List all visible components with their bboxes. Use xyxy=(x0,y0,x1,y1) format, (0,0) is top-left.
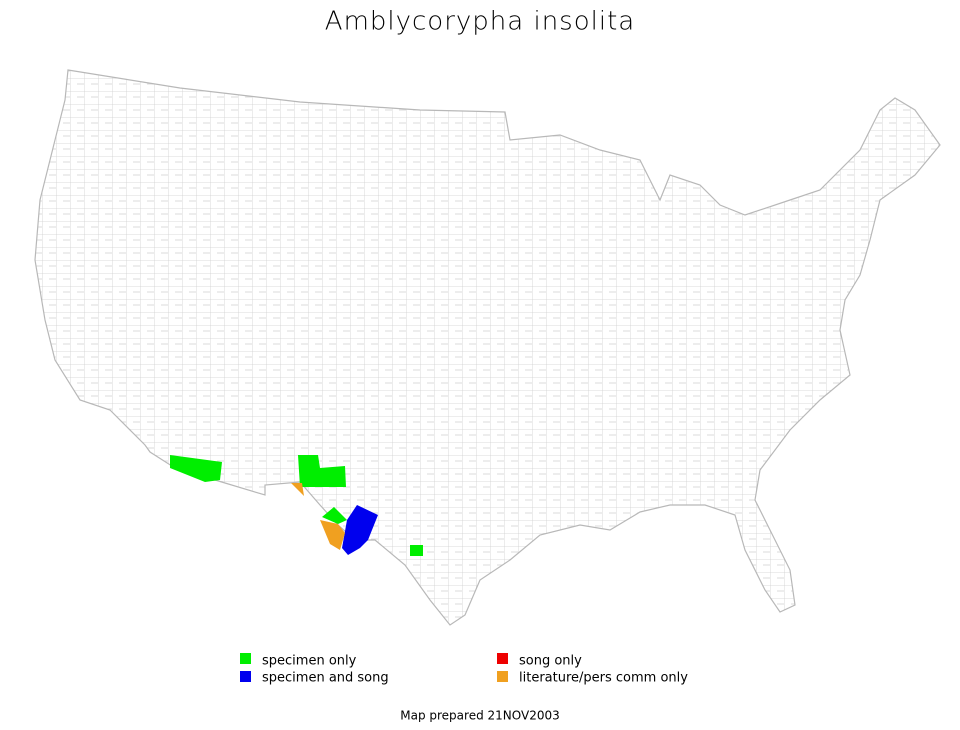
county-patch xyxy=(410,545,423,556)
map-title: Amblycorypha insolita xyxy=(325,7,635,37)
legend-label: literature/pers comm only xyxy=(519,671,688,686)
legend-label: specimen and song xyxy=(262,671,389,686)
footer: Map prepared 21NOV2003 xyxy=(400,709,560,723)
county-patch xyxy=(170,455,222,482)
legend-label: specimen only xyxy=(262,654,357,669)
legend-swatch xyxy=(240,671,251,682)
county-patch xyxy=(291,483,304,496)
county-patch xyxy=(298,455,346,487)
legend-swatch xyxy=(240,653,251,664)
county-patch xyxy=(342,505,378,555)
legend-swatch xyxy=(497,671,508,682)
county-grid xyxy=(35,70,940,625)
county-patch xyxy=(322,507,347,524)
us-map xyxy=(34,69,941,626)
legend: specimen only specimen and song song onl… xyxy=(240,653,688,686)
county-patch xyxy=(320,520,345,550)
legend-label: song only xyxy=(519,654,582,669)
legend-swatch xyxy=(497,653,508,664)
